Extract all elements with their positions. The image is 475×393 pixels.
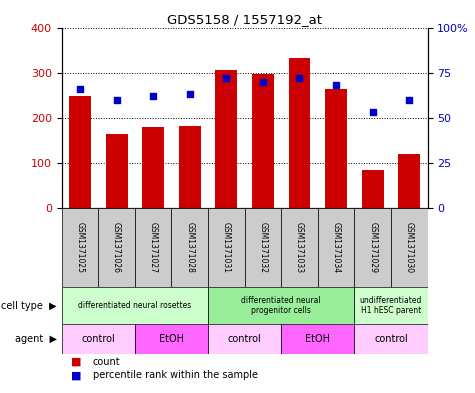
Text: GSM1371030: GSM1371030 — [405, 222, 414, 273]
Point — [222, 75, 230, 81]
Bar — [354, 208, 391, 287]
Text: GSM1371027: GSM1371027 — [149, 222, 158, 273]
Bar — [391, 208, 428, 287]
Bar — [208, 287, 354, 324]
Bar — [142, 127, 164, 208]
Title: GDS5158 / 1557192_at: GDS5158 / 1557192_at — [167, 13, 322, 26]
Bar — [105, 134, 128, 208]
Bar — [361, 170, 384, 208]
Text: GSM1371033: GSM1371033 — [295, 222, 304, 273]
Text: GSM1371025: GSM1371025 — [76, 222, 85, 273]
Text: GSM1371026: GSM1371026 — [112, 222, 121, 273]
Point — [76, 86, 84, 92]
Bar — [252, 73, 274, 208]
Text: GSM1371034: GSM1371034 — [332, 222, 341, 273]
Text: ■: ■ — [71, 370, 82, 380]
Bar — [69, 96, 91, 208]
Text: undifferentiated
H1 hESC parent: undifferentiated H1 hESC parent — [360, 296, 422, 315]
Bar — [62, 324, 135, 354]
Point — [295, 75, 304, 81]
Bar — [354, 287, 428, 324]
Bar — [208, 208, 245, 287]
Point — [369, 109, 377, 116]
Point — [332, 82, 340, 88]
Text: control: control — [81, 334, 115, 344]
Bar — [62, 208, 98, 287]
Bar — [135, 208, 171, 287]
Bar — [288, 58, 311, 208]
Bar — [135, 324, 208, 354]
Text: cell type  ▶: cell type ▶ — [1, 301, 57, 310]
Bar — [245, 208, 281, 287]
Text: differentiated neural
progenitor cells: differentiated neural progenitor cells — [241, 296, 321, 315]
Text: differentiated neural rosettes: differentiated neural rosettes — [78, 301, 191, 310]
Text: count: count — [93, 356, 120, 367]
Point — [405, 97, 413, 103]
Point — [113, 97, 121, 103]
Text: percentile rank within the sample: percentile rank within the sample — [93, 370, 257, 380]
Text: ■: ■ — [71, 356, 82, 367]
Bar — [318, 208, 354, 287]
Bar — [179, 126, 201, 208]
Point — [149, 93, 157, 99]
Text: GSM1371031: GSM1371031 — [222, 222, 231, 273]
Text: EtOH: EtOH — [305, 334, 330, 344]
Text: EtOH: EtOH — [159, 334, 184, 344]
Text: agent  ▶: agent ▶ — [15, 334, 57, 344]
Bar — [208, 324, 281, 354]
Bar — [171, 208, 208, 287]
Bar — [281, 324, 354, 354]
Text: control: control — [374, 334, 408, 344]
Bar — [98, 208, 135, 287]
Bar — [281, 208, 318, 287]
Text: GSM1371029: GSM1371029 — [368, 222, 377, 273]
Bar — [215, 70, 238, 208]
Point — [186, 91, 194, 97]
Bar — [325, 88, 347, 208]
Point — [259, 79, 267, 85]
Bar — [62, 287, 208, 324]
Text: GSM1371028: GSM1371028 — [185, 222, 194, 273]
Text: control: control — [228, 334, 262, 344]
Bar — [354, 324, 428, 354]
Bar — [398, 154, 420, 208]
Text: GSM1371032: GSM1371032 — [258, 222, 267, 273]
